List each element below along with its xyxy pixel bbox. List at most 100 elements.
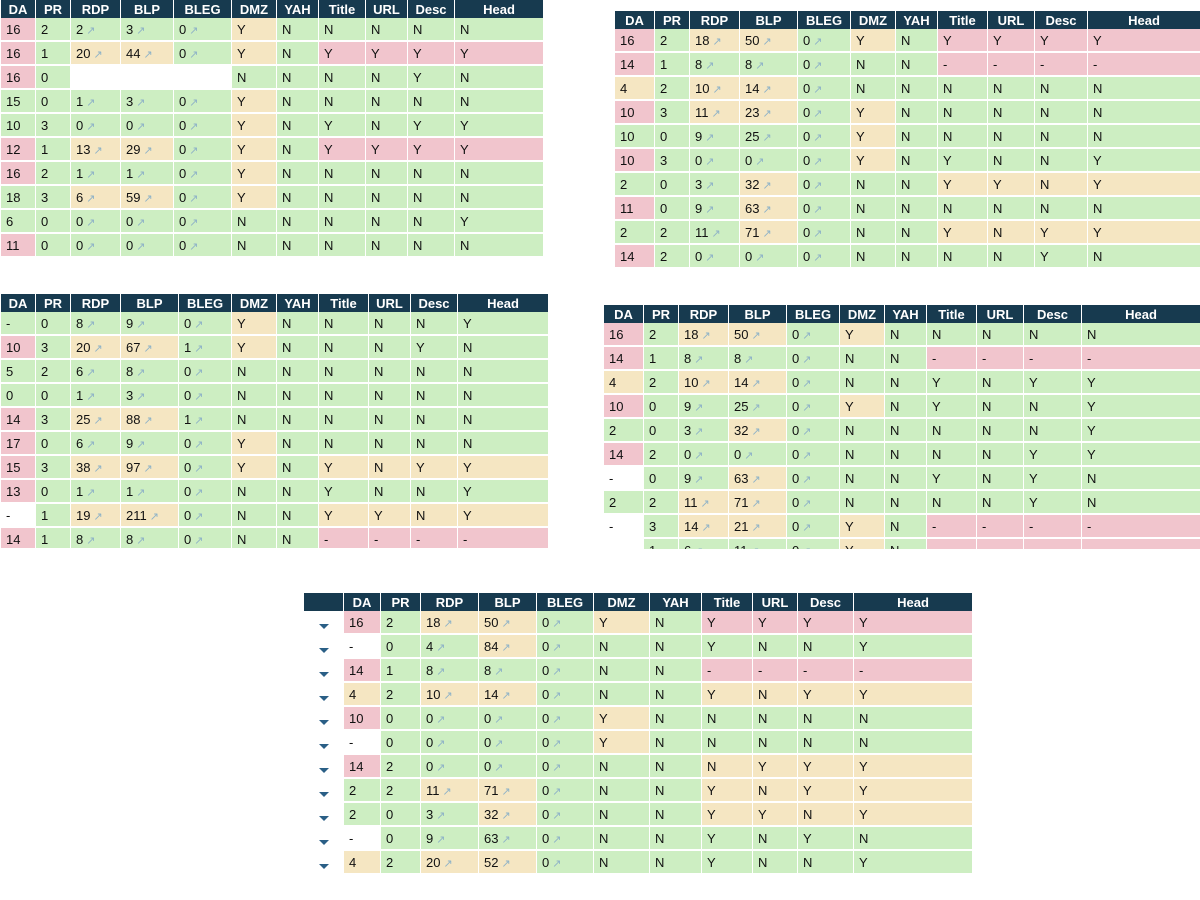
external-link-arrow-icon[interactable]: ↗ xyxy=(189,216,199,229)
column-header-desc[interactable]: Desc xyxy=(410,294,458,312)
external-link-arrow-icon[interactable]: ↗ xyxy=(701,521,711,534)
external-link-arrow-icon[interactable]: ↗ xyxy=(136,390,146,403)
external-link-arrow-icon[interactable]: ↗ xyxy=(86,318,96,331)
external-link-arrow-icon[interactable]: ↗ xyxy=(149,510,159,523)
column-header-head[interactable]: Head xyxy=(1087,11,1200,29)
external-link-arrow-icon[interactable]: ↗ xyxy=(751,521,761,534)
column-header-blp[interactable]: BLP xyxy=(728,305,787,323)
external-link-arrow-icon[interactable]: ↗ xyxy=(86,192,96,205)
external-link-arrow-icon[interactable]: ↗ xyxy=(443,617,453,630)
column-header-bleg[interactable]: BLEG xyxy=(178,294,232,312)
column-header-desc[interactable]: Desc xyxy=(1034,11,1088,29)
external-link-arrow-icon[interactable]: ↗ xyxy=(705,59,715,72)
external-link-arrow-icon[interactable]: ↗ xyxy=(86,216,96,229)
column-header-yah[interactable]: YAH xyxy=(884,305,927,323)
external-link-arrow-icon[interactable]: ↗ xyxy=(136,318,146,331)
external-link-arrow-icon[interactable]: ↗ xyxy=(189,168,199,181)
external-link-arrow-icon[interactable]: ↗ xyxy=(93,48,103,61)
external-link-arrow-icon[interactable]: ↗ xyxy=(194,486,204,499)
column-header-rdp[interactable]: RDP xyxy=(678,305,729,323)
external-link-arrow-icon[interactable]: ↗ xyxy=(86,534,96,547)
external-link-arrow-icon[interactable]: ↗ xyxy=(436,641,446,654)
column-header-bleg[interactable]: BLEG xyxy=(536,593,594,611)
external-link-arrow-icon[interactable]: ↗ xyxy=(552,761,562,774)
external-link-arrow-icon[interactable]: ↗ xyxy=(705,155,715,168)
external-link-arrow-icon[interactable]: ↗ xyxy=(143,462,153,475)
external-link-arrow-icon[interactable]: ↗ xyxy=(802,521,812,534)
external-link-arrow-icon[interactable]: ↗ xyxy=(552,617,562,630)
external-link-arrow-icon[interactable]: ↗ xyxy=(711,227,721,240)
external-link-arrow-icon[interactable]: ↗ xyxy=(189,96,199,109)
external-link-arrow-icon[interactable]: ↗ xyxy=(93,414,103,427)
column-header-pr[interactable]: PR xyxy=(35,294,71,312)
external-link-arrow-icon[interactable]: ↗ xyxy=(813,155,823,168)
external-link-arrow-icon[interactable]: ↗ xyxy=(751,377,761,390)
row-expand-button[interactable] xyxy=(303,682,344,707)
external-link-arrow-icon[interactable]: ↗ xyxy=(705,131,715,144)
external-link-arrow-icon[interactable]: ↗ xyxy=(86,240,96,253)
external-link-arrow-icon[interactable]: ↗ xyxy=(136,96,146,109)
external-link-arrow-icon[interactable]: ↗ xyxy=(443,857,453,870)
external-link-arrow-icon[interactable]: ↗ xyxy=(86,24,96,37)
column-header-blp[interactable]: BLP xyxy=(478,593,537,611)
column-header-url[interactable]: URL xyxy=(365,0,408,18)
external-link-arrow-icon[interactable]: ↗ xyxy=(501,785,511,798)
external-link-arrow-icon[interactable]: ↗ xyxy=(436,833,446,846)
column-header-da[interactable]: DA xyxy=(0,0,36,18)
row-expand-button[interactable] xyxy=(303,706,344,731)
external-link-arrow-icon[interactable]: ↗ xyxy=(494,665,504,678)
column-header-yah[interactable]: YAH xyxy=(276,294,319,312)
column-header-pr[interactable]: PR xyxy=(380,593,421,611)
external-link-arrow-icon[interactable]: ↗ xyxy=(755,155,765,168)
external-link-arrow-icon[interactable]: ↗ xyxy=(436,809,446,822)
column-header-desc[interactable]: Desc xyxy=(797,593,854,611)
external-link-arrow-icon[interactable]: ↗ xyxy=(802,473,812,486)
external-link-arrow-icon[interactable]: ↗ xyxy=(813,83,823,96)
column-header-title[interactable]: Title xyxy=(318,294,369,312)
external-link-arrow-icon[interactable]: ↗ xyxy=(494,737,504,750)
column-header-dmz[interactable]: DMZ xyxy=(839,305,885,323)
column-header-blp[interactable]: BLP xyxy=(120,0,174,18)
external-link-arrow-icon[interactable]: ↗ xyxy=(501,857,511,870)
row-expand-button[interactable] xyxy=(303,850,344,875)
external-link-arrow-icon[interactable]: ↗ xyxy=(189,24,199,37)
external-link-arrow-icon[interactable]: ↗ xyxy=(501,809,511,822)
external-link-arrow-icon[interactable]: ↗ xyxy=(744,449,754,462)
external-link-arrow-icon[interactable]: ↗ xyxy=(136,240,146,253)
column-header-dmz[interactable]: DMZ xyxy=(231,294,277,312)
external-link-arrow-icon[interactable]: ↗ xyxy=(762,35,772,48)
external-link-arrow-icon[interactable]: ↗ xyxy=(705,251,715,264)
external-link-arrow-icon[interactable]: ↗ xyxy=(143,414,153,427)
external-link-arrow-icon[interactable]: ↗ xyxy=(802,329,812,342)
external-link-arrow-icon[interactable]: ↗ xyxy=(762,179,772,192)
external-link-arrow-icon[interactable]: ↗ xyxy=(86,486,96,499)
external-link-arrow-icon[interactable]: ↗ xyxy=(136,216,146,229)
column-header-rdp[interactable]: RDP xyxy=(70,0,121,18)
external-link-arrow-icon[interactable]: ↗ xyxy=(194,438,204,451)
external-link-arrow-icon[interactable]: ↗ xyxy=(700,497,710,510)
row-expand-button[interactable] xyxy=(303,658,344,683)
column-header-blp[interactable]: BLP xyxy=(739,11,798,29)
external-link-arrow-icon[interactable]: ↗ xyxy=(136,168,146,181)
external-link-arrow-icon[interactable]: ↗ xyxy=(552,641,562,654)
external-link-arrow-icon[interactable]: ↗ xyxy=(802,546,811,550)
row-expand-button[interactable] xyxy=(303,778,344,803)
external-link-arrow-icon[interactable]: ↗ xyxy=(694,449,704,462)
external-link-arrow-icon[interactable]: ↗ xyxy=(501,833,511,846)
column-header-title[interactable]: Title xyxy=(701,593,753,611)
column-header-title[interactable]: Title xyxy=(937,11,988,29)
external-link-arrow-icon[interactable]: ↗ xyxy=(712,83,722,96)
external-link-arrow-icon[interactable]: ↗ xyxy=(136,486,146,499)
external-link-arrow-icon[interactable]: ↗ xyxy=(813,227,823,240)
external-link-arrow-icon[interactable]: ↗ xyxy=(442,785,452,798)
row-expand-button[interactable] xyxy=(303,826,344,851)
external-link-arrow-icon[interactable]: ↗ xyxy=(436,761,446,774)
external-link-arrow-icon[interactable]: ↗ xyxy=(744,353,754,366)
external-link-arrow-icon[interactable]: ↗ xyxy=(194,342,204,355)
external-link-arrow-icon[interactable]: ↗ xyxy=(194,390,204,403)
column-header-head[interactable]: Head xyxy=(457,294,548,312)
external-link-arrow-icon[interactable]: ↗ xyxy=(86,366,96,379)
column-header-bleg[interactable]: BLEG xyxy=(173,0,232,18)
column-header-dmz[interactable]: DMZ xyxy=(593,593,650,611)
external-link-arrow-icon[interactable]: ↗ xyxy=(762,83,772,96)
